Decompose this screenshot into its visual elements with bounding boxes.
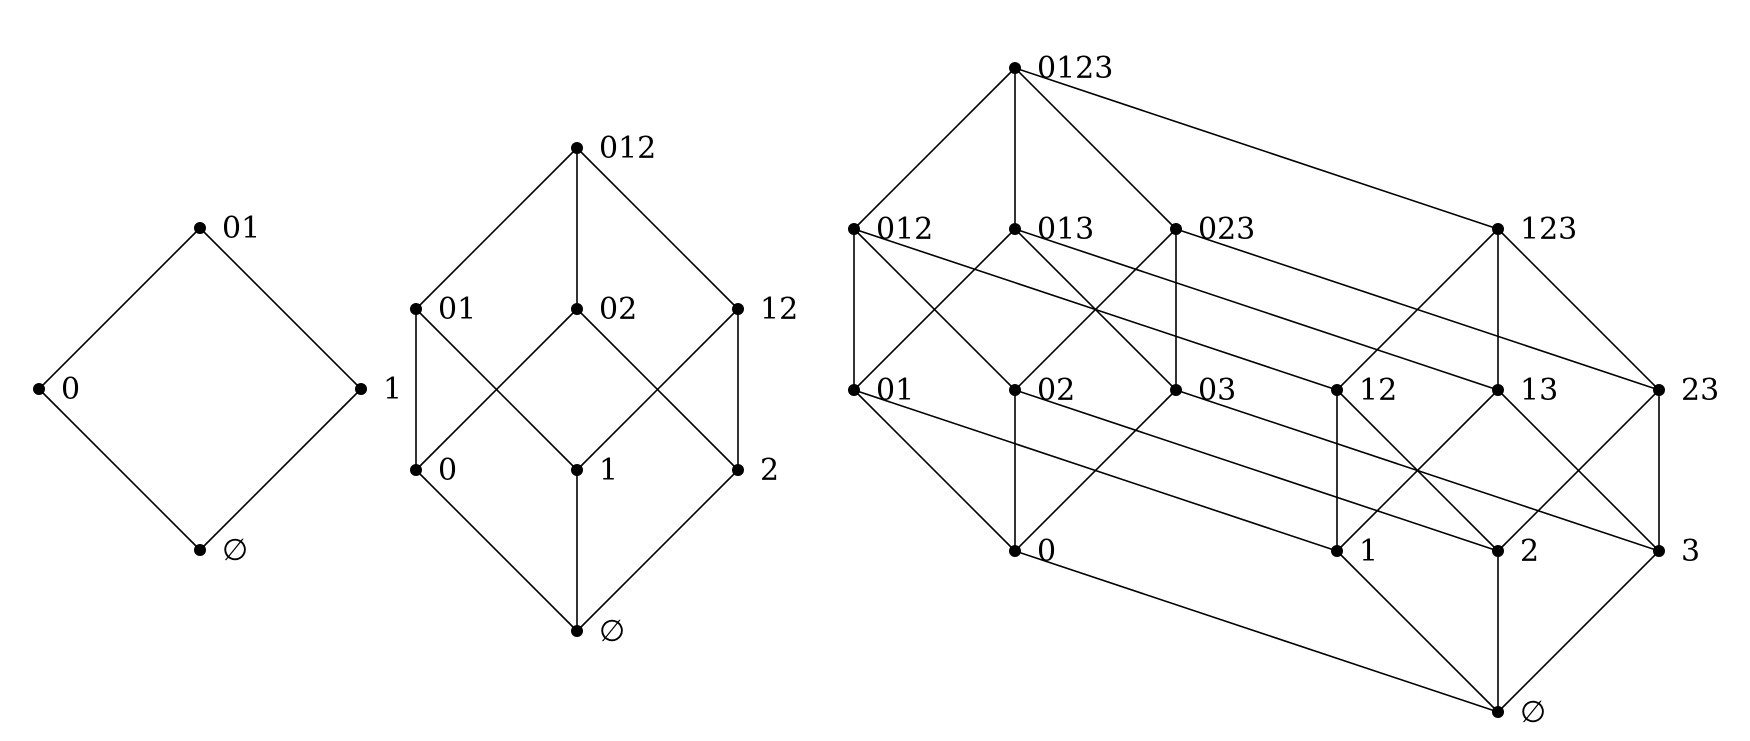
node-label-23: 23 — [1681, 373, 1719, 408]
edge-0-01 — [38, 227, 201, 390]
node-label-01: 01 — [438, 292, 476, 327]
node-label-0: 0 — [1037, 534, 1056, 569]
edge-023-0123 — [1014, 67, 1177, 230]
node-label-13: 13 — [1520, 373, 1558, 408]
node-label-012: 012 — [599, 131, 656, 166]
edge-012-0123 — [853, 67, 1016, 230]
edge-12-012 — [853, 228, 1338, 391]
node-label-3: 3 — [1681, 534, 1700, 569]
node-02 — [1009, 384, 1021, 396]
node-03 — [1170, 384, 1182, 396]
node-023 — [1170, 223, 1182, 235]
node-2 — [732, 464, 744, 476]
edge-empty-3 — [1497, 550, 1660, 713]
node-label-03: 03 — [1198, 373, 1236, 408]
edge-123-0123 — [1014, 67, 1499, 230]
node-label-023: 023 — [1198, 212, 1255, 247]
node-0123 — [1009, 62, 1021, 74]
node-label-01: 01 — [876, 373, 914, 408]
edge-empty-0 — [1014, 550, 1499, 713]
edge-1-01 — [415, 308, 578, 471]
edge-2-02 — [1014, 389, 1499, 552]
node-empty — [1492, 706, 1504, 718]
node-01 — [410, 303, 422, 315]
edge-0-01 — [853, 389, 1016, 552]
node-012 — [571, 142, 583, 154]
edge-02-012 — [853, 228, 1016, 391]
node-23 — [1653, 384, 1665, 396]
edge-2-02 — [576, 308, 739, 471]
node-123 — [1492, 223, 1504, 235]
edge-1-01 — [853, 389, 1338, 552]
edge-3-03 — [1175, 389, 1660, 552]
node-label-01: 01 — [222, 211, 260, 246]
node-0 — [1009, 545, 1021, 557]
node-label-02: 02 — [1037, 373, 1075, 408]
edge-12-012 — [576, 147, 739, 310]
node-1 — [1331, 545, 1343, 557]
edge-23-123 — [1497, 228, 1660, 391]
node-12 — [732, 303, 744, 315]
node-012 — [848, 223, 860, 235]
node-label-012: 012 — [876, 212, 933, 247]
edge-empty-2 — [576, 469, 739, 632]
node-13 — [1492, 384, 1504, 396]
node-013 — [1009, 223, 1021, 235]
node-2 — [1492, 545, 1504, 557]
node-label-2: 2 — [1520, 534, 1539, 569]
edge-empty-0 — [415, 469, 578, 632]
node-empty — [194, 544, 206, 556]
edge-empty-0 — [38, 388, 201, 551]
node-02 — [571, 303, 583, 315]
edge-1-01 — [199, 227, 362, 390]
node-label-123: 123 — [1520, 212, 1577, 247]
node-label-empty: ∅ — [222, 533, 248, 568]
node-empty — [571, 625, 583, 637]
edge-01-012 — [415, 147, 578, 310]
node-label-02: 02 — [599, 292, 637, 327]
node-01 — [194, 222, 206, 234]
node-label-12: 12 — [1359, 373, 1397, 408]
edge-empty-1 — [1336, 550, 1499, 713]
edge-13-013 — [1014, 228, 1499, 391]
node-label-2: 2 — [760, 453, 779, 488]
edge-empty-1 — [199, 388, 362, 551]
node-label-1: 1 — [1359, 534, 1378, 569]
node-1 — [571, 464, 583, 476]
node-0 — [410, 464, 422, 476]
node-label-1: 1 — [599, 453, 618, 488]
node-12 — [1331, 384, 1343, 396]
edge-3-13 — [1497, 389, 1660, 552]
node-label-12: 12 — [760, 292, 798, 327]
node-3 — [1653, 545, 1665, 557]
node-label-1: 1 — [383, 372, 402, 407]
node-0 — [33, 383, 45, 395]
lattice-power-set-of-2: ∅0 101 — [33, 211, 402, 568]
node-1 — [355, 383, 367, 395]
node-label-013: 013 — [1037, 212, 1094, 247]
node-label-empty: ∅ — [599, 614, 625, 649]
node-label-0: 0 — [61, 372, 80, 407]
node-label-empty: ∅ — [1520, 695, 1546, 730]
node-label-0123: 0123 — [1037, 51, 1113, 86]
node-label-0: 0 — [438, 453, 457, 488]
edge-23-023 — [1175, 228, 1660, 391]
node-01 — [848, 384, 860, 396]
